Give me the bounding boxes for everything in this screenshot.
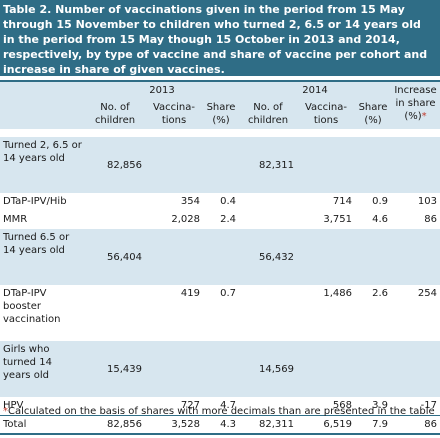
footnote-marker: *: [421, 111, 427, 122]
row-label: Turned 2, 6.5 or 14 years old: [0, 137, 85, 193]
increase-cell: [391, 341, 440, 397]
share-2014-cell: 2.6: [372, 288, 388, 299]
no-children-2013-cell: 56,404: [85, 229, 145, 285]
row-label: Turned 6.5 or 14 years old: [0, 229, 85, 285]
vaccinations-2014-cell: 714: [332, 196, 352, 207]
share-2014-cell: 3.9: [372, 400, 388, 411]
no-children-2014-cell: [239, 285, 297, 341]
vaccinations-2013-cell: 354: [180, 196, 200, 207]
total-vaccinations-2013-cell: 3,528: [145, 415, 203, 435]
total-share-2014-cell: 7.9: [355, 415, 391, 435]
row-label: MMR: [3, 214, 28, 225]
vaccinations-2013-cell: [145, 229, 203, 285]
total-label: Total: [0, 415, 85, 435]
no-children-2014-cell: [239, 193, 297, 211]
table-row: DTaP-IPV booster vaccination 419 0.7 1,486 2…: [0, 285, 440, 341]
increase-cell: [391, 137, 440, 193]
no-children-2013-cell: [85, 211, 145, 229]
share-2013-header: Share (%): [203, 99, 239, 129]
vaccinations-2014-cell: 3,751: [323, 214, 352, 225]
share-2013-cell: 2.4: [220, 214, 236, 225]
no-children-2014-cell: [239, 211, 297, 229]
no-children-2013-cell: 15,439: [85, 341, 145, 397]
vaccinations-2013-cell: [145, 137, 203, 193]
total-increase-cell: 86: [391, 415, 440, 435]
increase-cell: -17: [420, 400, 437, 411]
increase-cell: 254: [417, 288, 437, 299]
increase-cell: 86: [424, 214, 437, 225]
share-2014-cell: [355, 341, 391, 397]
share-2013-cell: [203, 137, 239, 193]
year-2013-header: 2013: [85, 80, 239, 99]
table-row: HPV 727 4.7 568 3.9 -17: [0, 397, 440, 416]
vaccinations-2013-cell: [145, 341, 203, 397]
no-children-2013-cell: 82,856: [85, 137, 145, 193]
share-2014-cell: 4.6: [372, 214, 388, 225]
row-label: Girls who turned 14 years old: [0, 341, 85, 397]
vaccinations-2014-header: Vaccina-tions: [297, 99, 355, 129]
table-row: Turned 6.5 or 14 years old 56,404 56,432: [0, 229, 440, 285]
share-2014-cell: 0.9: [372, 196, 388, 207]
table-row: Turned 2, 6.5 or 14 years old 82,856 82,31…: [0, 137, 440, 193]
increase-cell: [391, 229, 440, 285]
share-2014-header: Share (%): [355, 99, 391, 129]
vaccinations-2013-cell: 2,028: [171, 214, 200, 225]
table-footnote: *Calculated on the basis of shares with …: [3, 406, 435, 417]
vaccinations-2014-cell: 568: [332, 400, 352, 411]
total-vaccinations-2014-cell: 6,519: [297, 415, 355, 435]
total-row: Total 82,856 3,528 4.3 82,311 6,519 7.9 86: [0, 415, 440, 435]
row-label: HPV: [3, 400, 24, 411]
share-2013-cell: [203, 229, 239, 285]
vaccinations-2014-cell: [297, 341, 355, 397]
table-row: Girls who turned 14 years old 15,439 14,56…: [0, 341, 440, 397]
vaccinations-2014-cell: [297, 137, 355, 193]
table-row: DTaP-IPV/Hib 354 0.4 714 0.9 103: [0, 193, 440, 211]
increase-cell: 103: [417, 196, 437, 207]
table-row: MMR 2,028 2.4 3,751 4.6 86: [0, 211, 440, 229]
no-children-2013-cell: [85, 285, 145, 341]
total-no-children-2013-cell: 82,856: [85, 415, 145, 435]
vaccinations-2013-cell: 419: [180, 288, 200, 299]
vaccinations-2013-header: Vaccina-tions: [145, 99, 203, 129]
row-label: DTaP-IPV/Hib: [3, 196, 67, 207]
no-children-2014-cell: 56,432: [239, 229, 297, 285]
share-2013-cell: 0.7: [220, 288, 236, 299]
no-children-2014-cell: 82,311: [239, 137, 297, 193]
no-children-2013-header: No. of children: [85, 99, 145, 129]
total-no-children-2014-cell: 82,311: [239, 415, 297, 435]
vaccinations-2014-cell: 1,486: [323, 288, 352, 299]
no-children-2014-cell: 14,569: [239, 341, 297, 397]
header-row-columns: No. of children Vaccina-tions Share (%) No…: [0, 99, 440, 129]
vaccinations-2013-cell: 727: [180, 400, 200, 411]
header-row-years: 2013 2014 Increase in share (%)*: [0, 80, 440, 129]
no-children-2014-header: No. of children: [239, 99, 297, 129]
share-2014-cell: [355, 229, 391, 285]
share-2013-cell: 0.4: [220, 196, 236, 207]
year-2014-header: 2014: [239, 80, 391, 99]
share-2014-cell: [355, 137, 391, 193]
vaccinations-2014-cell: [297, 229, 355, 285]
vaccination-table: 2013 2014 Increase in share (%)* No. of c…: [0, 80, 440, 435]
increase-header: Increase in share (%)*: [391, 80, 440, 129]
no-children-2013-cell: [85, 193, 145, 211]
share-2013-cell: 4.7: [220, 400, 236, 411]
table-caption: Table 2. Number of vaccinations given in…: [0, 0, 440, 76]
row-label: DTaP-IPV booster vaccination: [3, 288, 61, 325]
total-share-2013-cell: 4.3: [203, 415, 239, 435]
share-2013-cell: [203, 341, 239, 397]
